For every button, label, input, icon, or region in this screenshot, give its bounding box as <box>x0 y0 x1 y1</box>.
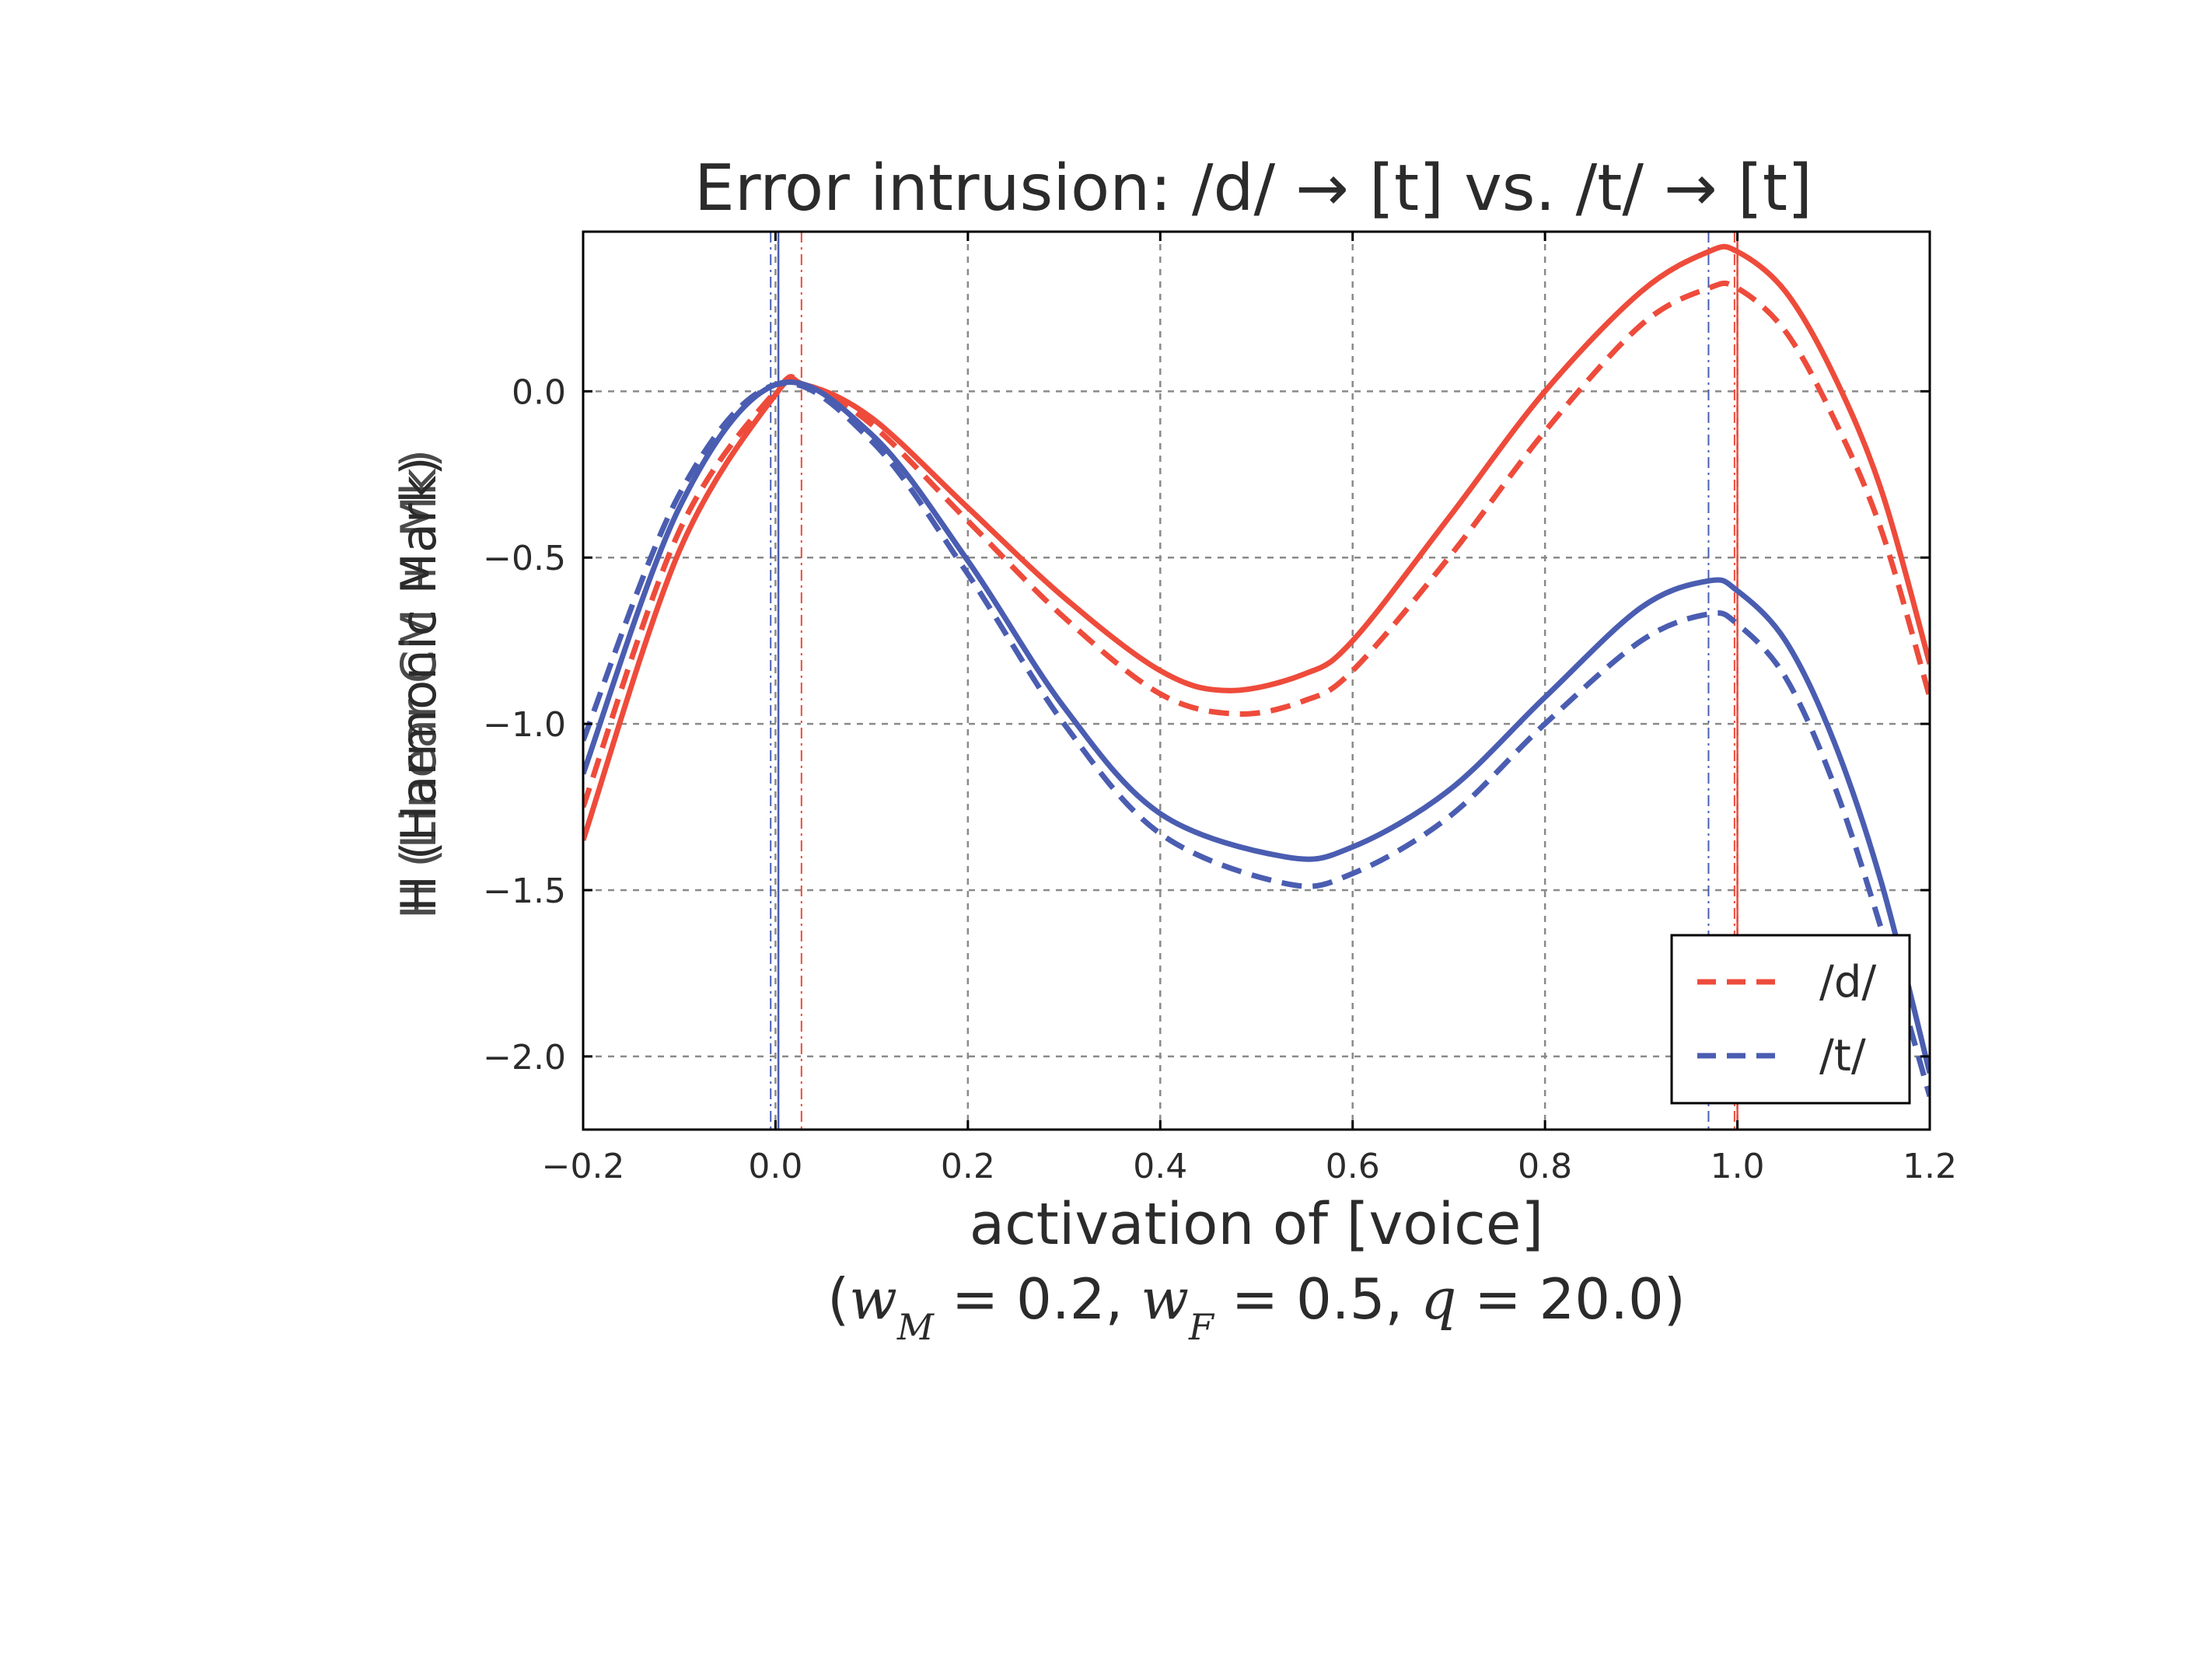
y-tick-label: −2.0 <box>483 1038 566 1077</box>
series-group <box>583 243 1930 1098</box>
y-tick-label: −0.5 <box>483 539 566 578</box>
y-axis-label-1: H (Harmonic Mark) <box>390 456 447 911</box>
x-tick-label: −0.2 <box>542 1147 625 1186</box>
series-line-0 <box>583 243 1930 841</box>
x-tick-label: 0.8 <box>1518 1147 1572 1186</box>
x-tick-label: 0.6 <box>1326 1147 1380 1186</box>
y-axis-labels: H (Harmonic Mark) H (Linear CM + Mk) <box>390 449 447 920</box>
series-line-1 <box>583 280 1930 809</box>
x-tick-label: 1.2 <box>1903 1147 1957 1186</box>
series-line-3 <box>583 380 1930 1098</box>
x-tick-label: 0.2 <box>941 1147 995 1186</box>
chart-title: Error intrusion: /d/ → [t] vs. /t/ → [t] <box>694 152 1812 225</box>
legend-label-t: /t/ <box>1819 1031 1866 1081</box>
ticks: −0.2 0.0 0.2 0.4 0.6 0.8 1.0 1.2 0.0 −0.5 −1.0 −1.5… <box>483 232 1957 1186</box>
x-tick-label: 1.0 <box>1711 1147 1765 1186</box>
plot-frame <box>582 230 1931 1131</box>
x-axis-label: activation of [voice] <box>970 1191 1543 1258</box>
y-tick-label: 0.0 <box>512 372 566 412</box>
legend-box <box>1670 934 1911 1105</box>
x-tick-label: 0.0 <box>748 1147 802 1186</box>
y-tick-label: −1.5 <box>483 871 566 911</box>
y-axis-label-2: H (Linear CM + Mk) <box>390 449 447 920</box>
x-tick-label: 0.4 <box>1133 1147 1187 1186</box>
legend: /d/ /t/ <box>1670 934 1911 1105</box>
legend-label-d: /d/ <box>1819 957 1876 1008</box>
x-axis-subtitle: (wM = 0.2, wF = 0.5, q = 20.0) <box>827 1266 1686 1348</box>
y-tick-label: −1.0 <box>483 705 566 745</box>
